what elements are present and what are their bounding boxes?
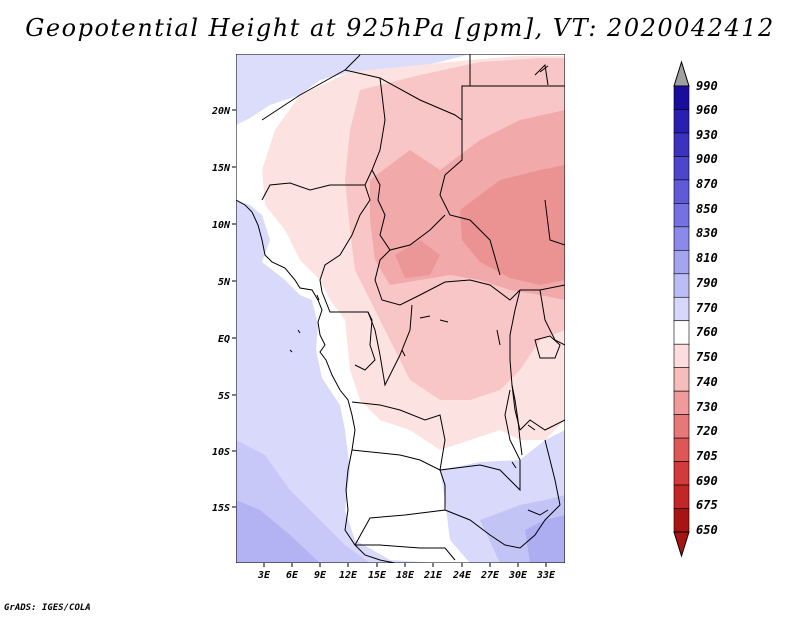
westafrica-770 — [236, 200, 270, 262]
colorbar-label: 870 — [696, 177, 718, 191]
lat-label: 15S — [212, 503, 230, 514]
colorbar-cell — [673, 85, 690, 110]
colorbar-label: 990 — [696, 79, 718, 93]
lat-label: 15N — [212, 163, 231, 174]
colorbar-label: 900 — [696, 152, 718, 166]
colorbar-cell — [673, 250, 690, 275]
contour-720b — [395, 240, 440, 278]
grads-credit: GrADS: IGES/COLA — [4, 603, 91, 613]
colorbar-label: 930 — [696, 128, 718, 142]
lat-label: 5S — [218, 391, 230, 402]
lon-label: 18E — [396, 570, 415, 581]
north-low-contour — [236, 54, 470, 125]
lon-label: 33E — [536, 570, 556, 581]
colorbar-cell — [673, 109, 690, 134]
colorbar-label: 740 — [696, 375, 718, 389]
colorbar-cell — [673, 296, 690, 322]
lon-labels: 3E 6E 9E 12E 15E 18E 21E 24E 27E 30E 33E — [257, 570, 556, 581]
border-zambia — [444, 504, 561, 549]
atlantic-810 — [236, 500, 320, 563]
colorbar-label: 690 — [696, 474, 718, 488]
border-drc-east — [509, 289, 521, 431]
colorbar-cell — [673, 320, 690, 345]
colorbar-cell — [673, 484, 690, 509]
lon-label: 24E — [452, 570, 472, 581]
border-cameroon-south — [321, 291, 376, 371]
colorbar-cell — [673, 226, 690, 251]
colorbar-cell — [673, 156, 690, 181]
colorbar: 990 960 930 900 870 850 830 810 790 770 … — [673, 60, 718, 558]
redsea-coast — [534, 63, 549, 86]
border-mozambique — [544, 439, 561, 506]
coastline-west — [236, 199, 396, 563]
colorbar-cell — [673, 367, 690, 392]
contour-720 — [460, 165, 565, 285]
lon-label: 9E — [314, 570, 327, 581]
lat-label: 10N — [212, 220, 231, 231]
lat-label: 5N — [218, 277, 231, 288]
border-niger — [261, 77, 386, 201]
lat-label: 20N — [211, 106, 231, 117]
border-congo — [367, 304, 413, 387]
colorbar-label: 675 — [696, 498, 718, 512]
colorbar-label: 760 — [696, 325, 718, 339]
colorbar-label: 850 — [696, 202, 718, 216]
lat-label: 10S — [212, 447, 230, 458]
colorbar-cell — [673, 414, 690, 439]
lat-ticks — [232, 109, 236, 508]
country-borders — [236, 54, 565, 563]
border-namibia — [355, 544, 456, 561]
colorbar-cell — [673, 437, 690, 462]
lon-label: 15E — [368, 570, 387, 581]
lon-label: 27E — [480, 570, 500, 581]
colorbar-label: 790 — [696, 276, 718, 290]
colorbar-label: 810 — [696, 251, 718, 265]
colorbar-label: 730 — [696, 400, 718, 414]
border-north-2 — [344, 54, 361, 71]
colorbar-top-arrow — [673, 60, 690, 87]
border-kenya — [539, 289, 565, 346]
colorbar-label: 705 — [696, 449, 718, 463]
lon-label: 12E — [339, 570, 358, 581]
lon-ticks — [263, 563, 547, 567]
colorbar-cell — [673, 203, 690, 228]
colorbar-cell — [673, 179, 690, 204]
border-car — [374, 249, 521, 306]
colorbar-cell — [673, 273, 690, 298]
colorbar-cells — [673, 85, 690, 533]
colorbar-label: 750 — [696, 350, 718, 364]
southeast-810 — [525, 515, 565, 563]
border-sudan — [461, 54, 471, 120]
colorbar-cell — [673, 132, 690, 157]
border-tanzania — [519, 419, 565, 431]
lon-label: 30E — [508, 570, 528, 581]
colorbar-label: 720 — [696, 424, 718, 438]
colorbar-label: 650 — [696, 523, 718, 537]
border-ethiopia — [544, 199, 565, 246]
border-nigeria-cameroon — [319, 184, 371, 293]
colorbar-cell — [673, 343, 690, 368]
border-north-1 — [261, 69, 501, 276]
lon-label: 6E — [286, 570, 299, 581]
border-chad — [371, 169, 446, 251]
lake-tanganyika — [511, 384, 523, 456]
lat-label: EQ — [218, 334, 230, 345]
islands-and-lakes — [289, 65, 549, 516]
border-drc-south — [351, 389, 521, 492]
colorbar-label: 830 — [696, 226, 718, 240]
colorbar-label: 770 — [696, 301, 718, 315]
lat-labels: 20N 15N 10N 5N EQ 5S 10S 15S — [211, 106, 231, 514]
map-title: Geopotential Height at 925hPa [gpm], VT:… — [25, 14, 775, 42]
colorbar-bottom-arrow — [673, 531, 690, 558]
map-panel — [236, 54, 565, 563]
lon-label: 21E — [423, 570, 443, 581]
lake-victoria — [534, 335, 561, 359]
colorbar-label: 960 — [696, 103, 718, 117]
colorbar-cell — [673, 461, 690, 486]
border-angola — [351, 449, 446, 546]
colorbar-cell — [673, 390, 690, 415]
lon-label: 3E — [257, 570, 271, 581]
colorbar-cell — [673, 508, 690, 533]
